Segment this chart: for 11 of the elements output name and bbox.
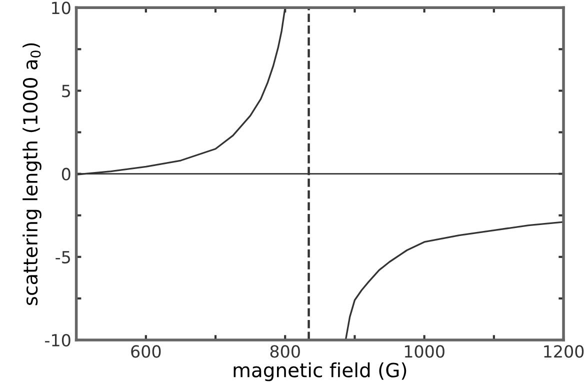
y-axis-title: scattering length (1000 a$_{0}$)	[22, 43, 42, 306]
y-tick-label: 10	[52, 2, 70, 14]
x-tick-label: 1200	[544, 345, 584, 358]
x-tick-label: 600	[131, 345, 161, 358]
x-axis-title: magnetic field (G)	[234, 362, 406, 382]
y-tick-label: -5	[56, 251, 70, 264]
y-tick-label: 0	[62, 168, 70, 180]
x-tick-label: 800	[270, 345, 300, 358]
y-tick-label: 5	[62, 84, 70, 98]
x-tick-label: 1000	[404, 345, 444, 358]
y-tick-label: -10	[45, 334, 70, 347]
